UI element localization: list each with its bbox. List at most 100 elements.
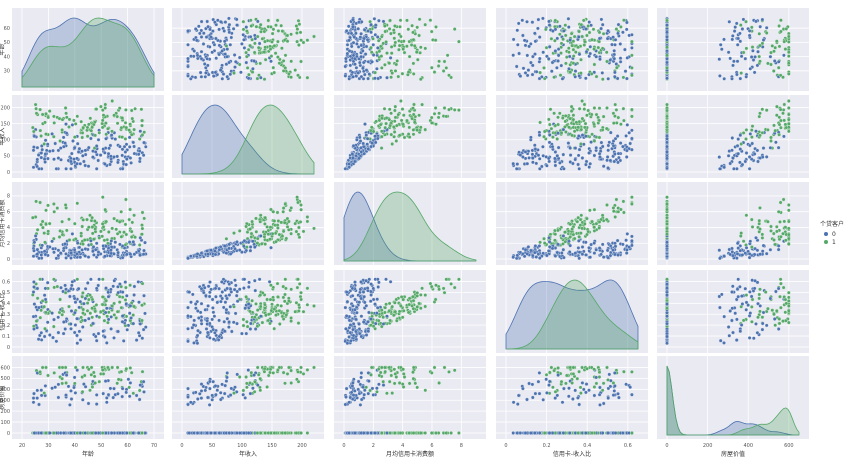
scatter-point bbox=[738, 31, 742, 36]
scatter-point bbox=[120, 290, 125, 294]
scatter-point bbox=[584, 162, 588, 167]
scatter-point bbox=[77, 146, 82, 151]
scatter-point bbox=[97, 236, 102, 240]
scatter-point bbox=[436, 64, 441, 68]
scatter-point bbox=[296, 277, 300, 282]
scatter-point bbox=[389, 31, 393, 36]
scatter-point bbox=[57, 235, 62, 239]
scatter-point bbox=[567, 54, 572, 59]
scatter-point bbox=[132, 304, 136, 309]
scatter-point bbox=[411, 132, 416, 137]
scatter-point bbox=[779, 18, 783, 23]
scatter-point bbox=[359, 296, 363, 301]
scatter-point bbox=[534, 161, 539, 166]
scatter-point bbox=[45, 280, 50, 285]
scatter-point bbox=[363, 52, 368, 56]
scatter-point bbox=[96, 331, 101, 336]
scatter-point bbox=[758, 43, 762, 48]
scatter-point bbox=[412, 43, 417, 48]
scatter-point bbox=[220, 49, 225, 53]
scatter-point bbox=[777, 317, 782, 321]
scatter-point bbox=[263, 45, 268, 50]
scatter-point bbox=[89, 277, 93, 282]
scatter-point bbox=[393, 104, 398, 109]
scatter-point bbox=[198, 70, 203, 75]
scatter-point bbox=[244, 60, 249, 65]
scatter-point bbox=[726, 153, 731, 158]
scatter-point bbox=[760, 155, 765, 159]
scatter-point bbox=[529, 135, 533, 140]
scatter-point bbox=[777, 115, 782, 120]
scatter-point bbox=[526, 245, 531, 249]
scatter-point bbox=[61, 135, 66, 140]
scatter-point bbox=[35, 157, 40, 162]
scatter-point bbox=[345, 299, 350, 304]
scatter-point bbox=[120, 147, 125, 152]
scatter-point bbox=[104, 219, 109, 224]
scatter-point bbox=[373, 140, 378, 145]
scatter-point bbox=[592, 47, 596, 51]
scatter-point bbox=[212, 42, 217, 47]
scatter-point bbox=[628, 141, 633, 146]
scatter-point bbox=[665, 53, 669, 58]
scatter-point bbox=[202, 62, 207, 66]
scatter-point bbox=[538, 70, 542, 75]
scatter-point bbox=[97, 130, 102, 135]
scatter-point bbox=[123, 120, 128, 125]
scatter-point bbox=[88, 311, 93, 316]
scatter-point bbox=[294, 24, 299, 28]
scatter-point bbox=[138, 129, 143, 134]
scatter-point bbox=[220, 296, 225, 301]
scatter-point bbox=[525, 19, 529, 24]
scatter-point bbox=[93, 309, 98, 314]
scatter-point bbox=[576, 45, 581, 50]
scatter-point bbox=[82, 238, 87, 242]
scatter-point bbox=[574, 120, 579, 125]
scatter-point bbox=[72, 330, 77, 335]
scatter-point bbox=[411, 112, 416, 117]
scatter-point bbox=[559, 51, 563, 55]
scatter-point bbox=[55, 206, 60, 210]
scatter-point bbox=[388, 123, 392, 128]
scatter-point bbox=[405, 118, 409, 123]
scatter-point bbox=[757, 114, 762, 119]
scatter-point bbox=[266, 318, 271, 323]
scatter-point bbox=[717, 57, 722, 62]
scatter-point bbox=[40, 243, 45, 248]
scatter-point bbox=[268, 297, 273, 302]
scatter-point bbox=[624, 251, 629, 255]
scatter-point bbox=[383, 310, 387, 315]
scatter-point bbox=[564, 130, 568, 134]
scatter-point bbox=[741, 239, 746, 244]
scatter-point bbox=[50, 132, 54, 136]
scatter-point bbox=[735, 252, 740, 256]
scatter-point bbox=[582, 102, 587, 107]
scatter-point bbox=[232, 53, 237, 57]
scatter-point bbox=[601, 31, 606, 36]
scatter-point bbox=[771, 231, 776, 236]
scatter-point bbox=[572, 129, 577, 134]
scatter-point bbox=[375, 136, 380, 141]
scatter-point bbox=[444, 114, 449, 119]
scatter-point bbox=[140, 336, 145, 341]
scatter-point bbox=[740, 162, 745, 167]
scatter-point bbox=[253, 41, 257, 46]
scatter-point bbox=[350, 286, 355, 291]
scatter-point bbox=[389, 132, 394, 137]
scatter-point bbox=[254, 229, 259, 234]
scatter-point bbox=[417, 33, 421, 38]
scatter-point bbox=[562, 255, 566, 260]
scatter-point bbox=[51, 335, 55, 340]
scatter-point bbox=[573, 251, 578, 255]
scatter-point bbox=[616, 160, 620, 165]
scatter-point bbox=[189, 300, 193, 305]
scatter-point bbox=[39, 330, 44, 335]
scatter-point bbox=[367, 277, 372, 282]
scatter-point bbox=[297, 282, 302, 286]
scatter-point bbox=[124, 125, 129, 130]
scatter-point bbox=[248, 34, 253, 39]
scatter-point bbox=[83, 286, 88, 291]
scatter-point bbox=[208, 336, 212, 340]
scatter-point bbox=[359, 31, 363, 36]
scatter-point bbox=[588, 255, 593, 260]
